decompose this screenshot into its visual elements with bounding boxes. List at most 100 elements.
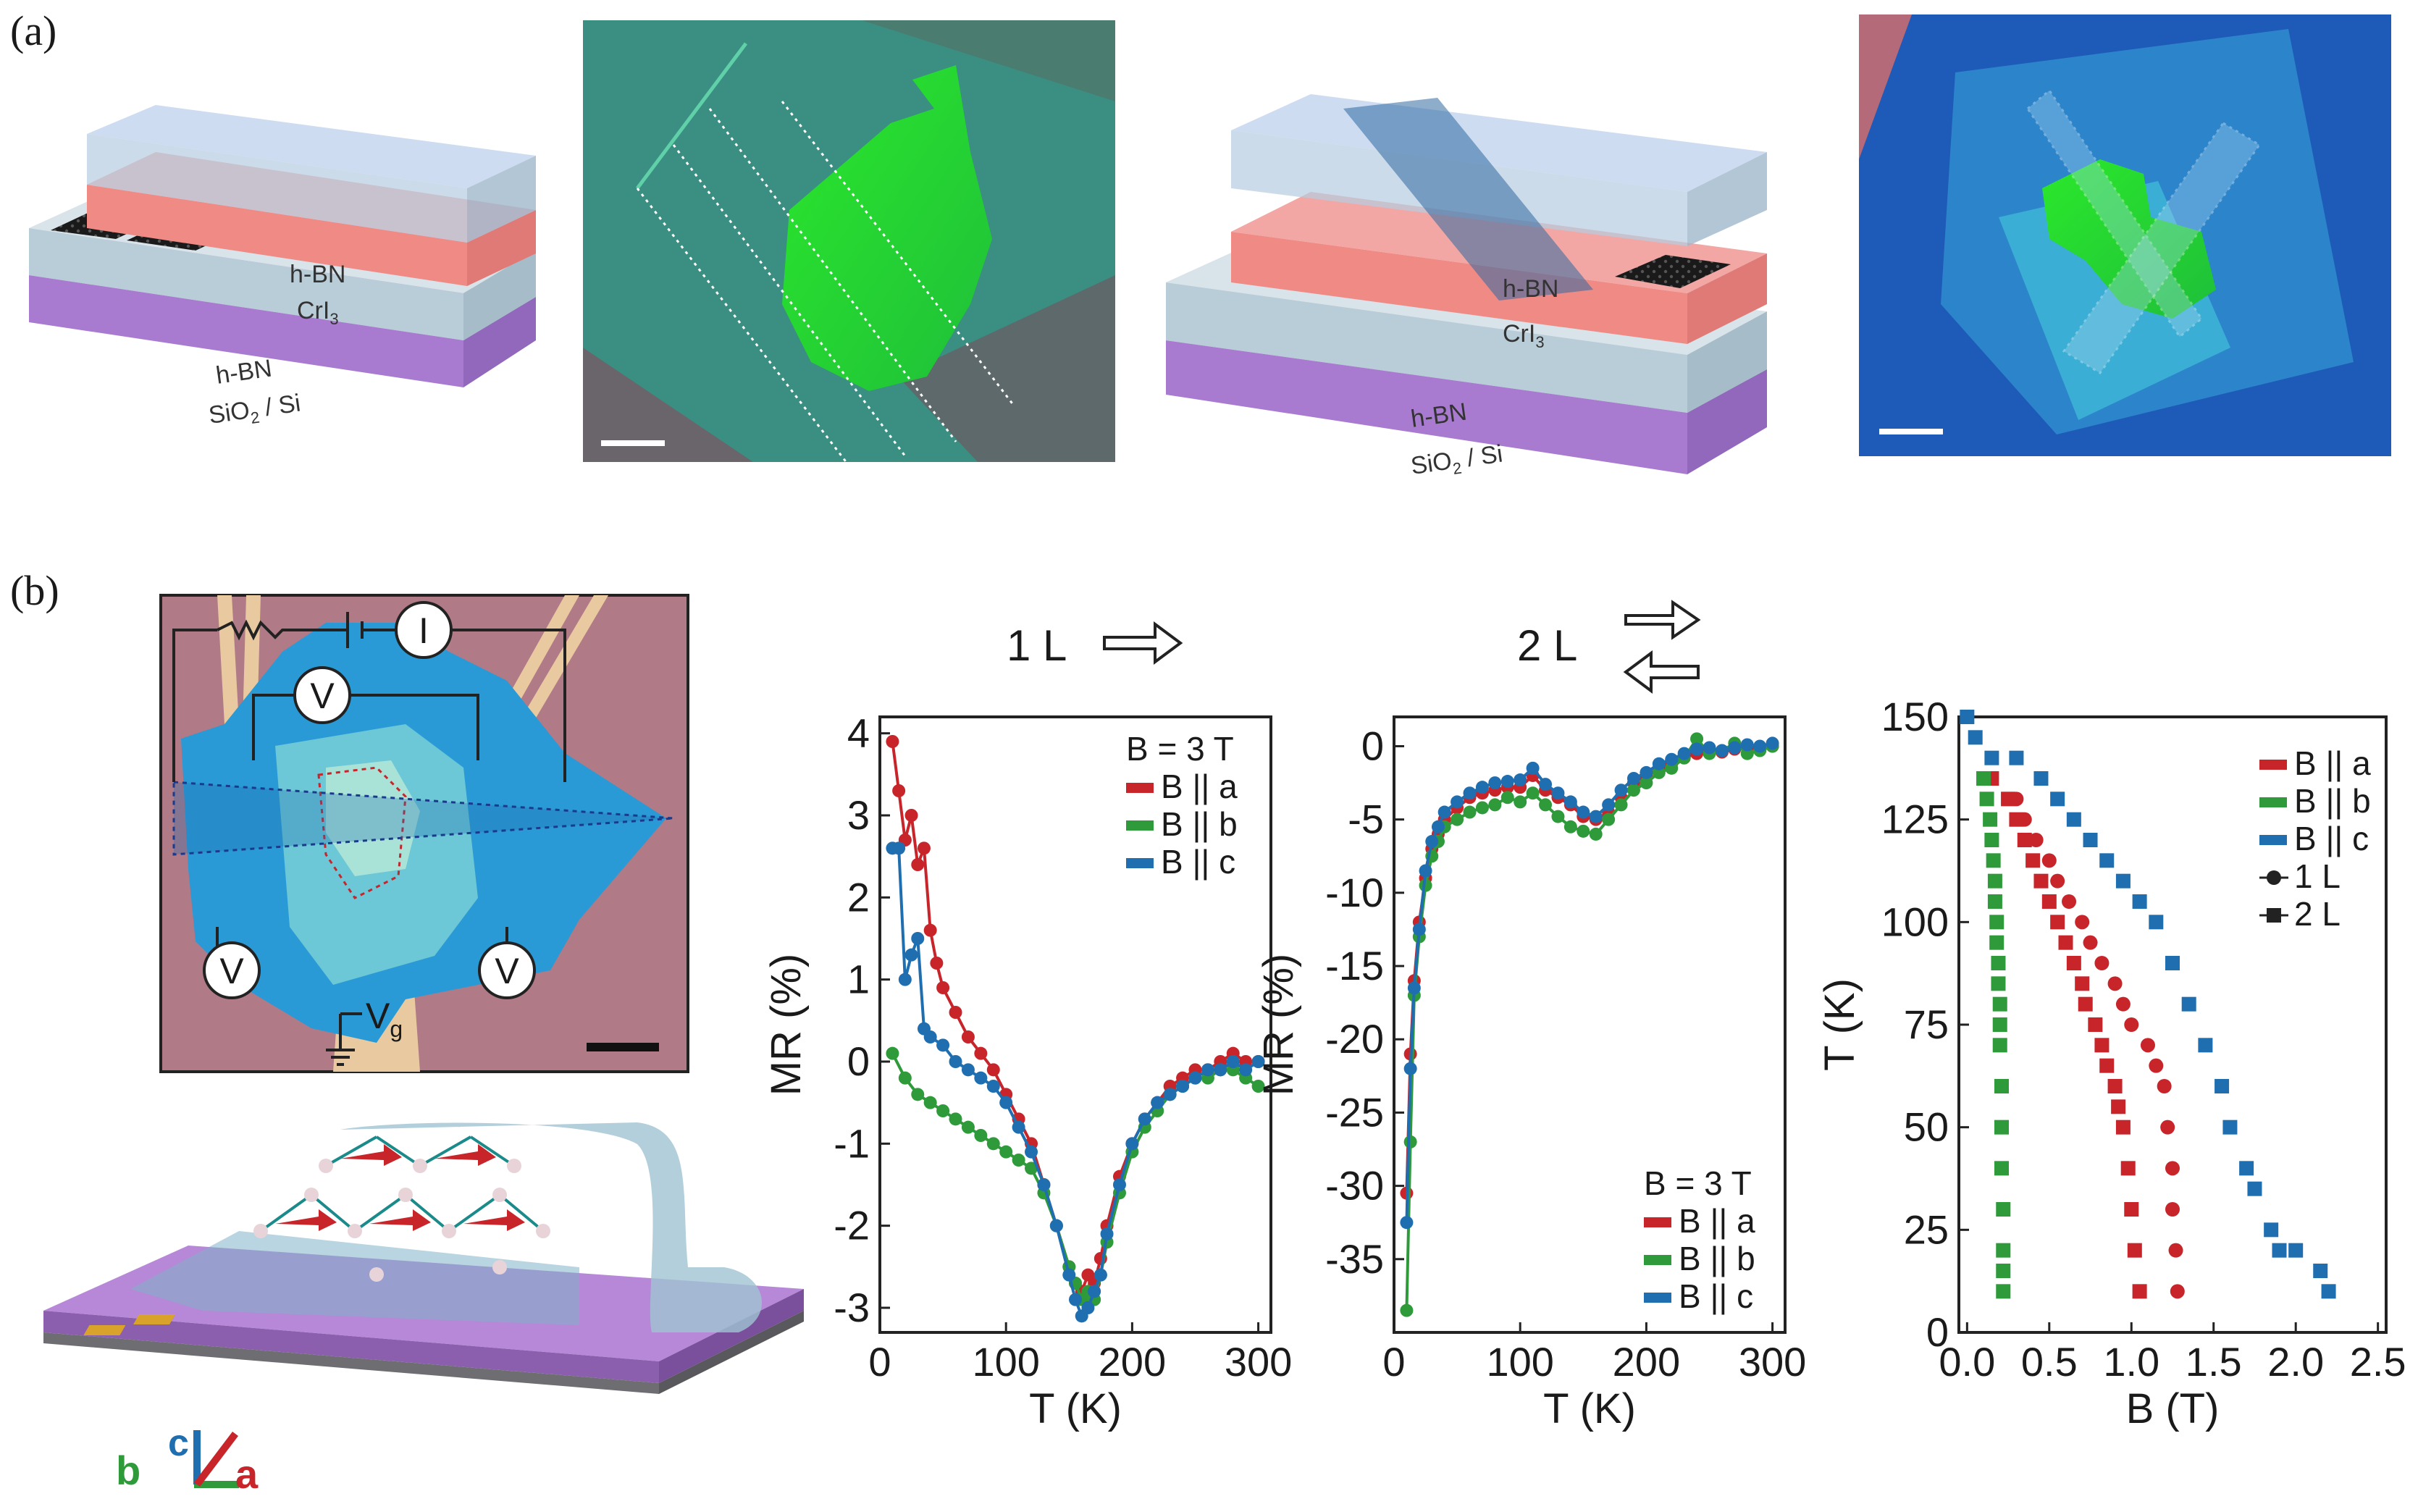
device-micrograph: I V V V Vg bbox=[159, 594, 689, 1073]
x-axis-label: T (K) bbox=[1029, 1385, 1122, 1432]
data-point bbox=[2099, 1058, 2115, 1073]
data-point bbox=[1677, 747, 1691, 760]
data-point bbox=[949, 1006, 962, 1019]
data-point bbox=[1652, 757, 1666, 770]
crystal-axes-triad: b c a bbox=[116, 1422, 259, 1497]
svg-text:V: V bbox=[219, 951, 244, 991]
data-point bbox=[1151, 1096, 1164, 1109]
y-tick-label: 100 bbox=[1881, 899, 1949, 944]
data-point bbox=[2115, 996, 2131, 1012]
legend-title: B = 3 T bbox=[1644, 1164, 1752, 1202]
spin-right-arrow-icon bbox=[1624, 600, 1701, 640]
data-point bbox=[1025, 1145, 1038, 1159]
y-tick-label: 3 bbox=[847, 792, 870, 838]
x-tick-label: 1.0 bbox=[2103, 1339, 2159, 1385]
data-point bbox=[2033, 873, 2049, 889]
data-point bbox=[1996, 1264, 2011, 1278]
data-point bbox=[1577, 824, 1590, 838]
data-point bbox=[1419, 864, 1432, 878]
data-point bbox=[2083, 935, 2098, 950]
legend-label: B || a bbox=[2294, 744, 2371, 782]
data-point bbox=[2001, 791, 2016, 807]
legend: B || aB || bB || c1 L2 L bbox=[2259, 744, 2371, 933]
data-point bbox=[1475, 781, 1489, 794]
data-point bbox=[2066, 956, 2081, 970]
data-point bbox=[1431, 820, 1445, 833]
legend: B = 3 TB || aB || bB || c bbox=[1126, 730, 1238, 881]
axis-a-label: a bbox=[235, 1451, 259, 1497]
data-point bbox=[1214, 1063, 1227, 1077]
data-point bbox=[2239, 1161, 2254, 1176]
data-point bbox=[2094, 1038, 2110, 1053]
data-point bbox=[1614, 798, 1628, 812]
data-point bbox=[1400, 1303, 1414, 1317]
data-point bbox=[1239, 1063, 1253, 1077]
label-hbn-top: h-BN bbox=[290, 261, 345, 288]
data-point bbox=[1740, 738, 1754, 752]
x-tick-label: 200 bbox=[1099, 1339, 1166, 1385]
layer-stack-schematic-1: h-BN CrI3 h-BN SiO2 / Si bbox=[29, 105, 536, 429]
y-axis-label: MR (%) bbox=[1255, 954, 1302, 1096]
data-point bbox=[1112, 1178, 1126, 1191]
legend-label: B || b bbox=[2294, 782, 2371, 820]
data-point bbox=[1983, 812, 1998, 827]
data-point bbox=[2181, 996, 2196, 1012]
series-b-a bbox=[1400, 739, 1779, 1200]
data-point bbox=[1251, 1080, 1265, 1093]
series-b-b bbox=[886, 1046, 1265, 1306]
data-point bbox=[949, 1055, 962, 1068]
y-tick-label: 4 bbox=[847, 710, 870, 756]
data-point bbox=[1640, 776, 1653, 790]
label-hbn-top-2: h-BN bbox=[1503, 275, 1558, 303]
data-point bbox=[1994, 1120, 2009, 1135]
data-point bbox=[1093, 1268, 1107, 1282]
data-point bbox=[1539, 798, 1553, 812]
data-point bbox=[2058, 935, 2073, 950]
data-point bbox=[936, 1104, 950, 1117]
data-point bbox=[2165, 956, 2180, 970]
data-point bbox=[2272, 1243, 2287, 1258]
data-point bbox=[2041, 853, 2057, 868]
data-point bbox=[1012, 1154, 1025, 1167]
x-tick-label: 2.5 bbox=[2350, 1339, 2406, 1385]
data-point bbox=[1989, 935, 2004, 950]
data-point bbox=[2009, 812, 2024, 827]
data-point bbox=[1012, 1120, 1025, 1134]
data-point bbox=[1201, 1063, 1214, 1077]
data-point bbox=[911, 1088, 925, 1101]
data-point bbox=[1992, 1038, 2007, 1053]
x-tick-label: 0.0 bbox=[1939, 1339, 1995, 1385]
data-point bbox=[1425, 835, 1439, 849]
legend-marker-label: 2 L bbox=[2294, 895, 2341, 933]
data-point bbox=[1968, 730, 1983, 745]
y-tick-label: -2 bbox=[834, 1203, 870, 1248]
label-cri3-2: CrI3 bbox=[1503, 320, 1545, 351]
y-axis-label: T (K) bbox=[1816, 978, 1863, 1071]
y-tick-label: -10 bbox=[1325, 870, 1384, 915]
data-point bbox=[2115, 1120, 2131, 1135]
legend: B = 3 TB || aB || bB || c bbox=[1644, 1164, 1755, 1315]
data-point bbox=[936, 981, 950, 994]
data-point bbox=[1062, 1268, 1076, 1282]
data-point bbox=[2026, 853, 2041, 868]
plot-frame bbox=[1393, 715, 1787, 1334]
data-point bbox=[1251, 1055, 1265, 1068]
x-axis-label: T (K) bbox=[1543, 1385, 1636, 1432]
data-point bbox=[1577, 805, 1590, 819]
label-substrate-2: SiO2 / Si bbox=[1409, 440, 1505, 484]
data-point bbox=[974, 1046, 988, 1060]
data-point bbox=[930, 957, 944, 970]
data-point bbox=[1996, 1243, 2011, 1258]
data-point bbox=[1437, 805, 1451, 819]
x-tick-label: 2.0 bbox=[2267, 1339, 2324, 1385]
y-tick-label: 2 bbox=[847, 874, 870, 920]
data-point bbox=[2198, 1038, 2213, 1053]
data-point bbox=[1100, 1227, 1114, 1240]
x-tick-label: 300 bbox=[1739, 1339, 1806, 1385]
header-1L: 1 L bbox=[1007, 621, 1183, 670]
data-point bbox=[1403, 1062, 1417, 1075]
label-cri3: CrI3 bbox=[297, 297, 339, 328]
data-point bbox=[886, 735, 899, 748]
